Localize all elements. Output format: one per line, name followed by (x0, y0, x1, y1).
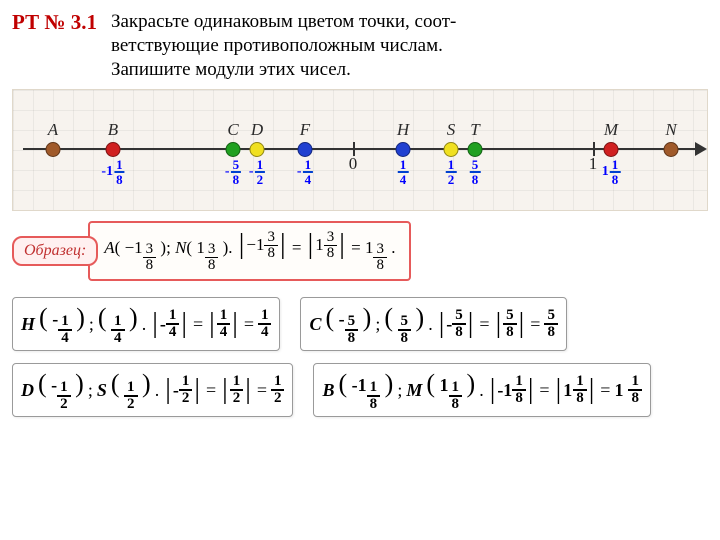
example-block: Образец: A( −138 ); N( 138 ). −138 = 138… (12, 221, 708, 281)
point-N (664, 142, 679, 157)
point-label-C: C (227, 120, 238, 140)
point-label-N: N (665, 120, 676, 140)
answers-area: H -14 ; 14 . -14 = 14 = 14 C -58 ; 58 . -… (12, 297, 708, 417)
answer-box-3: B -118 ;M 118 . -118 = 118 = 118 (313, 363, 650, 417)
point-A (46, 142, 61, 157)
point-S (444, 142, 459, 157)
point-label-D: D (251, 120, 263, 140)
point-label-H: H (397, 120, 409, 140)
point-value-M: 118 (602, 158, 621, 186)
answer-box-1: C -58 ; 58 . -58 = 58 = 58 (300, 297, 566, 351)
example-label: Образец: (12, 236, 98, 266)
point-label-S: S (447, 120, 456, 140)
point-value-B: -118 (101, 158, 124, 186)
example-body: A( −138 ); N( 138 ). −138 = 138 = 138 . (88, 221, 411, 281)
point-value-C: -58 (225, 158, 241, 186)
point-B (106, 142, 121, 157)
point-label-T: T (470, 120, 479, 140)
point-T (468, 142, 483, 157)
point-M (604, 142, 619, 157)
point-value-H: 14 (398, 158, 409, 186)
point-C (226, 142, 241, 157)
point-label-F: F (300, 120, 310, 140)
exercise-prompt: Закрасьте одинаковым цветом точки, соот-… (111, 10, 456, 81)
exercise-tag: РТ № 3.1 (12, 10, 97, 35)
point-value-S: 12 (446, 158, 457, 186)
number-line: 01AB-118C-58D-12F-14H14S12T58M118N (12, 89, 708, 211)
point-label-A: A (48, 120, 58, 140)
point-label-B: B (108, 120, 118, 140)
point-H (396, 142, 411, 157)
answer-box-0: H -14 ; 14 . -14 = 14 = 14 (12, 297, 280, 351)
point-label-M: M (604, 120, 618, 140)
point-F (298, 142, 313, 157)
point-value-F: -14 (297, 158, 313, 186)
point-value-D: -12 (249, 158, 265, 186)
point-D (250, 142, 265, 157)
point-value-T: 58 (470, 158, 481, 186)
answer-box-2: D -12 ;S 12 . -12 = 12 = 12 (12, 363, 293, 417)
